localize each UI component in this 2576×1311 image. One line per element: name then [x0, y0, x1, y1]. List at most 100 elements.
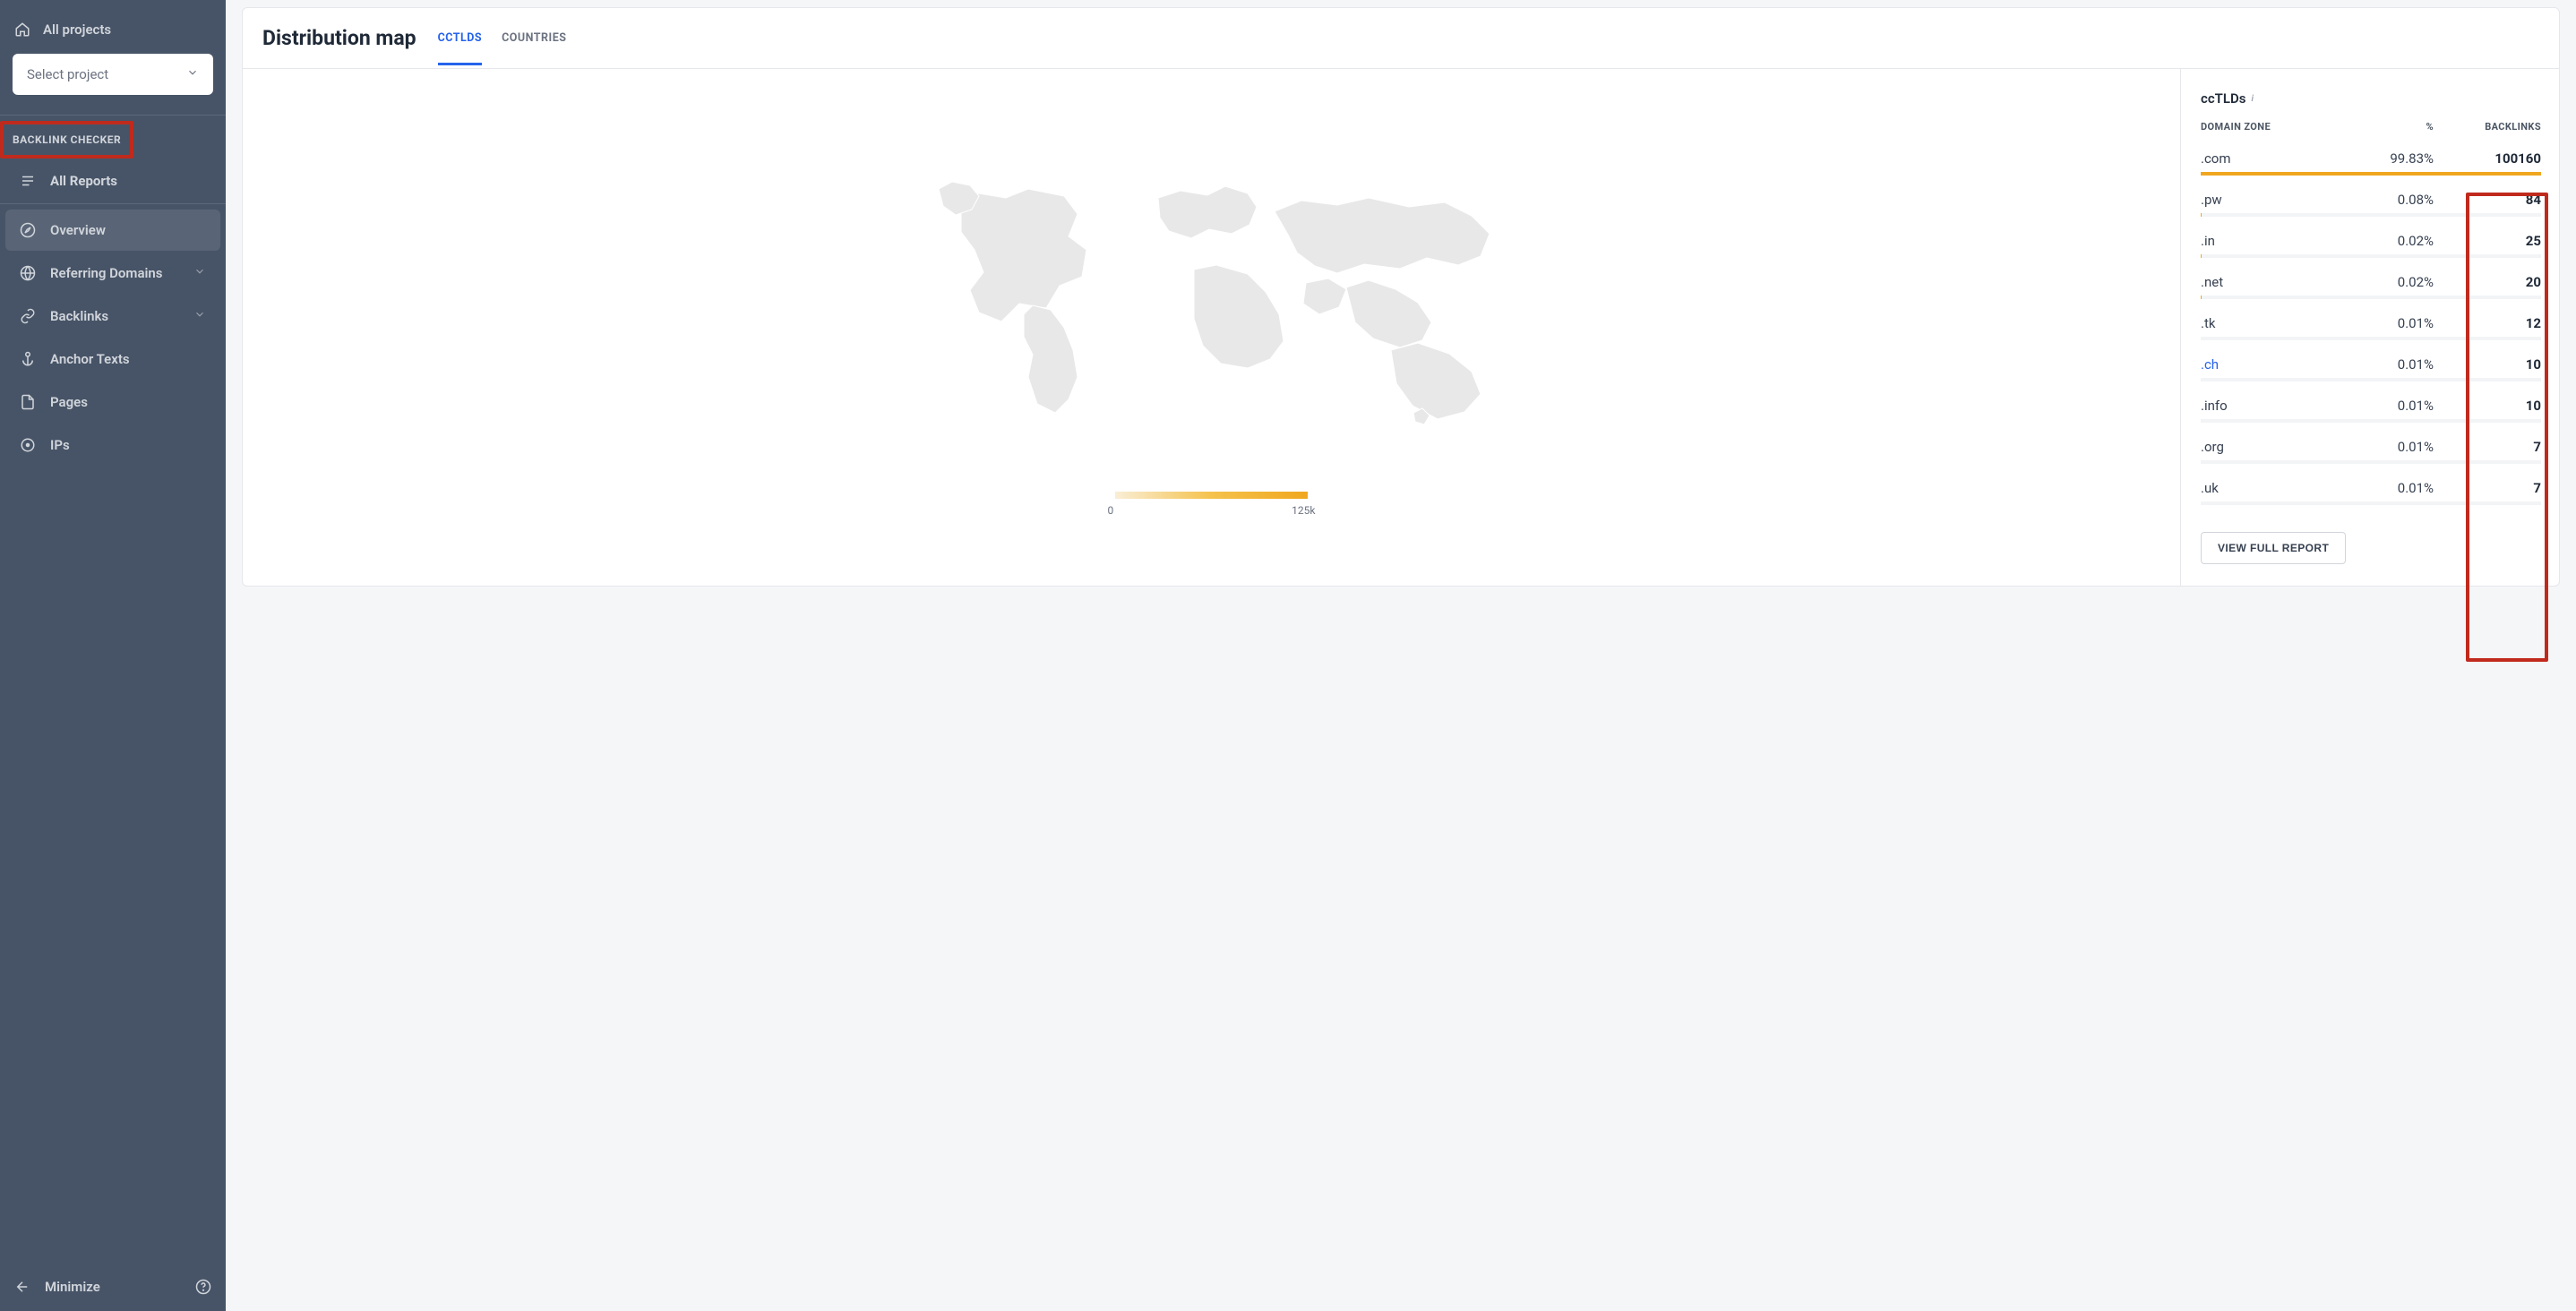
row-backlinks: 100160: [2460, 150, 2541, 167]
row-bar: [2201, 419, 2541, 423]
sidebar-item-label: Referring Domains: [50, 265, 163, 281]
table-rows: .com99.83%100160.pw0.08%84.in0.02%25.net…: [2201, 140, 2541, 510]
link-icon: [20, 308, 36, 324]
chevron-down-icon: [193, 265, 206, 281]
sidebar-all-projects-label: All projects: [43, 21, 111, 38]
row-zone: .pw: [2201, 192, 2371, 208]
map-panel: 0 125k: [243, 69, 2181, 586]
sidebar-item-label: Overview: [50, 222, 106, 238]
target-icon: [20, 437, 36, 453]
project-select[interactable]: Select project: [13, 54, 213, 95]
table-row: .info0.01%10: [2201, 387, 2541, 428]
sidebar-item-label: Anchor Texts: [50, 351, 130, 367]
row-bar: [2201, 296, 2541, 299]
row-percent: 0.02%: [2371, 274, 2460, 290]
tabs: CCTLDS COUNTRIES: [438, 12, 567, 65]
row-bar: [2201, 501, 2541, 505]
project-select-placeholder: Select project: [27, 66, 108, 82]
col-domain-zone: DOMAIN ZONE: [2201, 121, 2371, 133]
globe-icon: [20, 265, 36, 281]
table-row: .tk0.01%12: [2201, 304, 2541, 346]
page-icon: [20, 394, 36, 410]
legend-max: 125k: [1292, 504, 1315, 517]
distribution-card: Distribution map CCTLDS COUNTRIES: [242, 7, 2560, 587]
sidebar-item-pages[interactable]: Pages: [5, 381, 220, 423]
table-header: DOMAIN ZONE % BACKLINKS: [2201, 117, 2541, 140]
row-backlinks: 7: [2460, 439, 2541, 455]
row-percent: 99.83%: [2371, 150, 2460, 167]
chevron-down-icon: [193, 308, 206, 324]
sidebar-item-ips[interactable]: IPs: [5, 424, 220, 466]
row-percent: 0.02%: [2371, 233, 2460, 249]
table-row: .uk0.01%7: [2201, 469, 2541, 510]
row-zone: .com: [2201, 150, 2371, 167]
info-icon[interactable]: i: [2251, 94, 2254, 104]
map-legend: 0 125k: [1108, 492, 1316, 517]
col-backlinks: BACKLINKS: [2460, 121, 2541, 133]
row-bar-fill: [2201, 172, 2541, 176]
row-backlinks: 25: [2460, 233, 2541, 249]
legend-gradient: [1115, 492, 1308, 499]
row-backlinks: 20: [2460, 274, 2541, 290]
home-icon: [14, 21, 30, 38]
row-percent: 0.01%: [2371, 439, 2460, 455]
row-backlinks: 10: [2460, 356, 2541, 373]
divider: [0, 203, 226, 204]
tab-countries[interactable]: COUNTRIES: [502, 12, 566, 65]
view-full-report-button[interactable]: VIEW FULL REPORT: [2201, 532, 2346, 564]
row-zone: .org: [2201, 439, 2371, 455]
row-zone: .in: [2201, 233, 2371, 249]
divider: [0, 115, 226, 116]
table-row: .org0.01%7: [2201, 428, 2541, 469]
compass-icon: [20, 222, 36, 238]
table-row: .ch0.01%10: [2201, 346, 2541, 387]
panel-title: ccTLDs: [2201, 90, 2245, 107]
row-zone: .info: [2201, 398, 2371, 414]
sidebar-item-anchor-texts[interactable]: Anchor Texts: [5, 338, 220, 380]
row-backlinks: 84: [2460, 192, 2541, 208]
row-percent: 0.01%: [2371, 356, 2460, 373]
card-header: Distribution map CCTLDS COUNTRIES: [243, 8, 2559, 69]
highlight-backlink-checker: BACKLINK CHECKER: [0, 121, 133, 159]
minimize-label[interactable]: Minimize: [45, 1279, 100, 1295]
table-row: .pw0.08%84: [2201, 181, 2541, 222]
row-zone[interactable]: .ch: [2201, 356, 2371, 373]
help-icon[interactable]: [195, 1279, 211, 1295]
sidebar-item-backlinks[interactable]: Backlinks: [5, 296, 220, 337]
row-backlinks: 12: [2460, 315, 2541, 331]
list-icon: [20, 173, 36, 189]
sidebar-section-label: BACKLINK CHECKER: [4, 124, 130, 155]
row-bar: [2201, 337, 2541, 340]
sidebar-item-label: Backlinks: [50, 308, 108, 324]
row-bar: [2201, 172, 2541, 176]
sidebar-item-label: IPs: [50, 437, 70, 453]
world-map: [889, 144, 1534, 467]
tab-cctlds[interactable]: CCTLDS: [438, 12, 483, 65]
row-zone: .uk: [2201, 480, 2371, 496]
sidebar-item-referring-domains[interactable]: Referring Domains: [5, 253, 220, 294]
sidebar-nav: All Reports Overview Referring Domains Back…: [0, 159, 226, 467]
table-row: .net0.02%20: [2201, 263, 2541, 304]
sidebar-item-label: All Reports: [50, 173, 117, 189]
sidebar-item-overview[interactable]: Overview: [5, 210, 220, 251]
table-row: .com99.83%100160: [2201, 140, 2541, 181]
sidebar-item-all-reports[interactable]: All Reports: [5, 160, 220, 201]
row-percent: 0.08%: [2371, 192, 2460, 208]
row-bar: [2201, 460, 2541, 464]
col-percent: %: [2371, 121, 2460, 133]
row-percent: 0.01%: [2371, 398, 2460, 414]
row-percent: 0.01%: [2371, 315, 2460, 331]
row-zone: .tk: [2201, 315, 2371, 331]
chevron-down-icon: [186, 66, 199, 82]
sidebar-all-projects[interactable]: All projects: [13, 16, 213, 54]
legend-min: 0: [1108, 504, 1114, 517]
data-panel: ccTLDs i DOMAIN ZONE % BACKLINKS .com99.…: [2181, 69, 2559, 586]
row-bar: [2201, 254, 2541, 258]
page-title: Distribution map: [262, 10, 416, 66]
row-backlinks: 10: [2460, 398, 2541, 414]
arrow-left-icon[interactable]: [14, 1279, 30, 1295]
row-backlinks: 7: [2460, 480, 2541, 496]
anchor-icon: [20, 351, 36, 367]
sidebar: All projects Select project BACKLINK CHE…: [0, 0, 226, 1311]
row-bar: [2201, 378, 2541, 381]
